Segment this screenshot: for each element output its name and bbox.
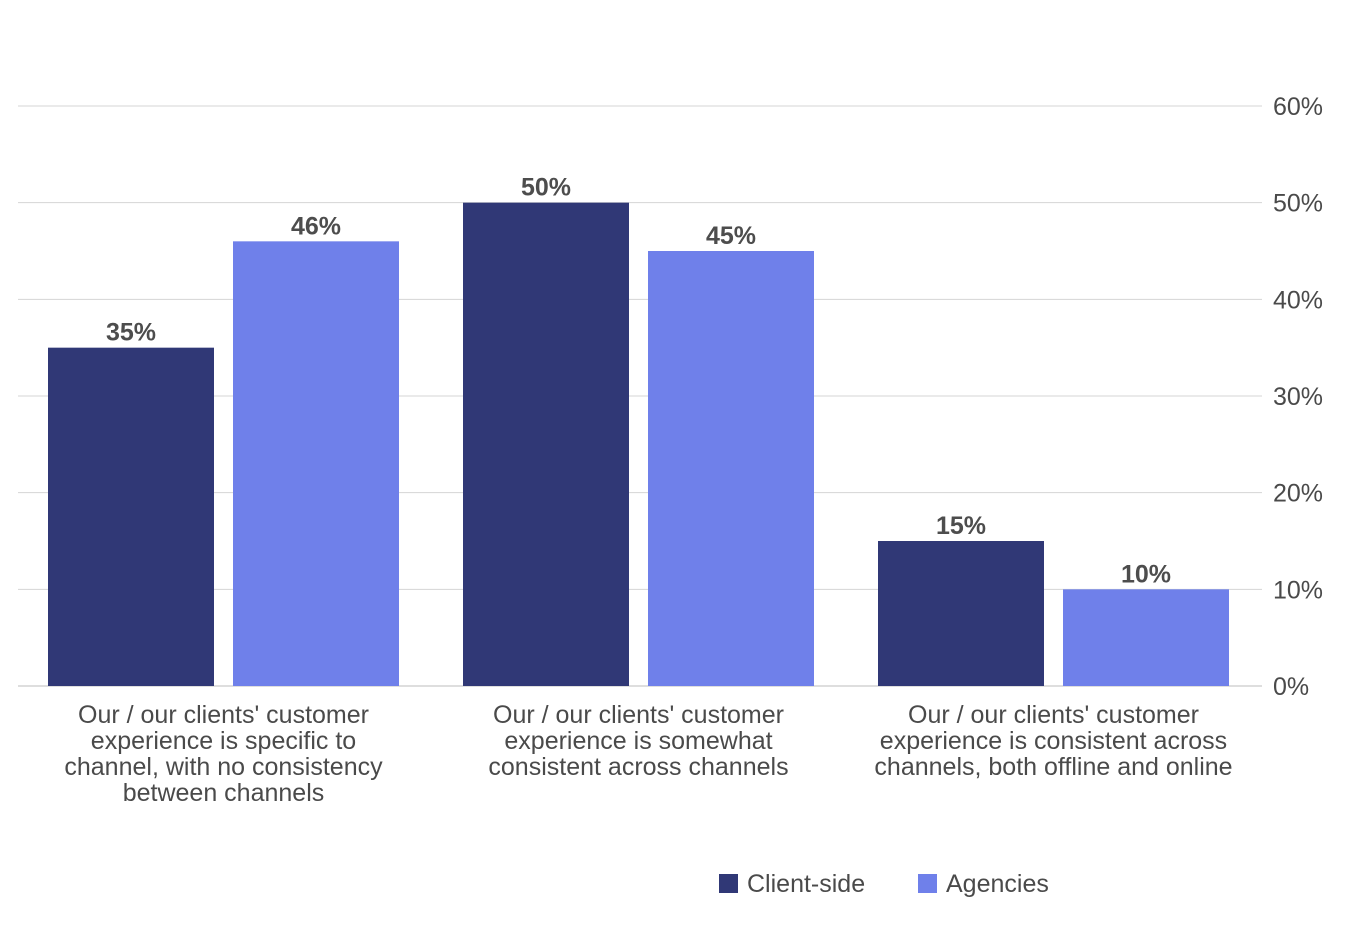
data-label: 46% xyxy=(291,212,341,240)
data-label: 35% xyxy=(106,319,156,347)
y-tick-label: 0% xyxy=(1273,673,1309,701)
category-label-line: experience is specific to xyxy=(91,727,356,755)
legend-swatch xyxy=(719,874,738,893)
y-tick-label: 10% xyxy=(1273,576,1323,604)
y-tick-label: 30% xyxy=(1273,383,1323,411)
category-label-line: channels, both offline and online xyxy=(874,753,1232,781)
y-axis-ticks: 0% 10% 20% 30% 40% 50% 60% xyxy=(1273,93,1323,701)
bar-client-side-1 xyxy=(48,347,214,686)
category-label: Our / our clients' customer experience is… xyxy=(874,701,1232,781)
bar-agencies-3 xyxy=(1063,589,1229,686)
category-label-line: experience is consistent across xyxy=(880,727,1227,755)
data-label: 50% xyxy=(521,174,571,202)
category-label: Our / our clients' customer experience is… xyxy=(488,701,788,781)
category-label-line: channel, with no consistency xyxy=(64,753,383,781)
data-labels: 35% 50% 15% 46% 45% 10% xyxy=(106,174,1171,589)
legend-label: Client-side xyxy=(747,870,865,898)
y-tick-label: 40% xyxy=(1273,286,1323,314)
category-label: Our / our clients' customer experience is… xyxy=(64,701,383,807)
category-label-line: between channels xyxy=(123,779,325,807)
bar-agencies-2 xyxy=(648,251,814,686)
category-label-line: Our / our clients' customer xyxy=(78,701,369,729)
bar-client-side-3 xyxy=(878,541,1044,686)
bar-agencies-1 xyxy=(233,241,399,687)
category-label-line: consistent across channels xyxy=(488,753,788,781)
data-label: 45% xyxy=(706,222,756,250)
category-labels: Our / our clients' customer experience is… xyxy=(64,701,1232,807)
legend-swatch xyxy=(918,874,937,893)
bar-client-side-2 xyxy=(463,202,629,686)
y-tick-label: 50% xyxy=(1273,190,1323,218)
y-tick-label: 60% xyxy=(1273,93,1323,121)
data-label: 15% xyxy=(936,512,986,540)
y-tick-label: 20% xyxy=(1273,480,1323,508)
legend-label: Agencies xyxy=(946,870,1049,898)
category-label-line: Our / our clients' customer xyxy=(908,701,1199,729)
gridlines xyxy=(18,105,1262,687)
bars xyxy=(48,202,1229,687)
legend: Client-side Agencies xyxy=(719,870,1049,898)
data-label: 10% xyxy=(1121,560,1171,588)
category-label-line: experience is somewhat xyxy=(504,727,772,755)
category-label-line: Our / our clients' customer xyxy=(493,701,784,729)
